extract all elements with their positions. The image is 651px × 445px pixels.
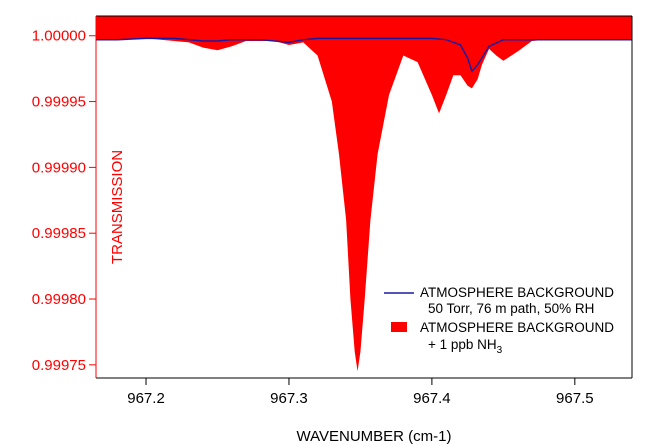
x-tick-label: 967.2 bbox=[127, 390, 165, 407]
legend-label-nh3-prefix: + 1 ppb NH bbox=[428, 337, 497, 352]
nh3-absorption-area bbox=[96, 16, 632, 372]
legend-label-nh3-line1: ATMOSPHERE BACKGROUND bbox=[420, 320, 614, 335]
x-axis-title: WAVENUMBER (cm-1) bbox=[297, 428, 452, 445]
legend-label-nh3-subscript: 3 bbox=[497, 345, 503, 356]
y-tick-label: 0.99995 bbox=[32, 94, 86, 111]
legend-label-background-line1: ATMOSPHERE BACKGROUND bbox=[420, 285, 614, 300]
y-axis-ticks: 1.00000 0.99995 0.99990 0.99985 0.99980 0.999… bbox=[32, 28, 96, 374]
y-tick-label: 1.00000 bbox=[32, 28, 86, 45]
legend-swatch-nh3-area bbox=[391, 322, 407, 332]
legend: ATMOSPHERE BACKGROUND 50 Torr, 76 m path… bbox=[384, 285, 614, 356]
y-tick-label: 0.99990 bbox=[32, 159, 86, 176]
y-axis-title: TRANSMISSION bbox=[109, 150, 126, 264]
legend-label-nh3-line2: + 1 ppb NH3 bbox=[428, 337, 503, 356]
legend-label-background-line2: 50 Torr, 76 m path, 50% RH bbox=[428, 301, 594, 316]
y-tick-label: 0.99985 bbox=[32, 225, 86, 242]
x-tick-label: 967.5 bbox=[556, 390, 594, 407]
x-axis-ticks: 967.2 967.3 967.4 967.5 bbox=[127, 378, 594, 407]
y-tick-label: 0.99975 bbox=[32, 357, 86, 374]
y-tick-label: 0.99980 bbox=[32, 291, 86, 308]
x-tick-label: 967.4 bbox=[413, 390, 451, 407]
atmosphere-background-line bbox=[96, 37, 632, 73]
x-tick-label: 967.3 bbox=[270, 390, 308, 407]
